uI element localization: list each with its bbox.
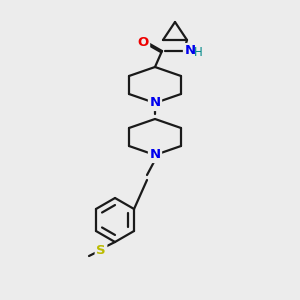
Text: H: H <box>194 46 202 59</box>
Text: N: N <box>149 97 161 110</box>
Text: S: S <box>96 244 106 256</box>
Text: O: O <box>137 35 148 49</box>
Text: N: N <box>149 148 161 161</box>
Text: N: N <box>184 44 196 58</box>
